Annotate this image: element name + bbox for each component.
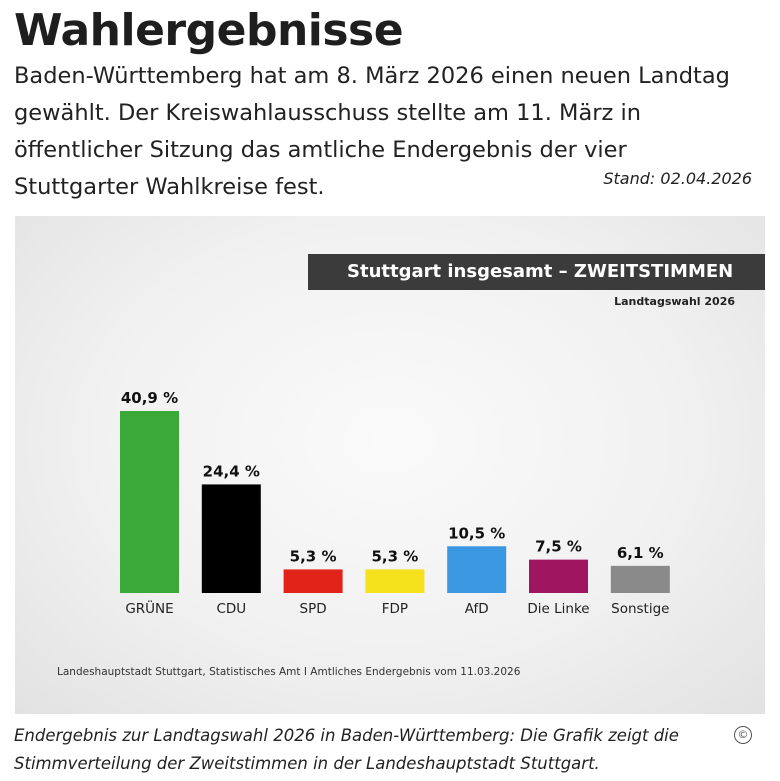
page-title: Wahlergebnisse	[14, 5, 404, 56]
stand-date: Stand: 02.04.2026	[603, 169, 752, 188]
category-label: SPD	[300, 601, 327, 617]
category-label: Sonstige	[611, 601, 669, 617]
bar-chart: 40,9 % GRÜNE 24,4 % CDU 5,3 % SPD 5,3 % FDP 10,5…	[120, 389, 670, 617]
category-label: GRÜNE	[125, 599, 173, 617]
category-label: CDU	[216, 601, 246, 617]
value-label: 10,5 %	[448, 524, 505, 542]
bar-die-linke	[529, 559, 588, 593]
value-label: 5,3 %	[371, 547, 418, 565]
bar-sonstige	[610, 565, 670, 593]
chart-source: Landeshauptstadt Stuttgart, Statistische…	[57, 666, 521, 678]
bar-grüne	[120, 411, 179, 593]
value-label: 6,1 %	[617, 544, 664, 562]
value-label: 40,9 %	[121, 389, 178, 407]
category-label: FDP	[382, 601, 408, 617]
bar-afd	[447, 546, 507, 593]
category-label: Die Linke	[527, 601, 589, 617]
chart-figure: Stuttgart insgesamt – ZWEITSTIMMEN Landt…	[15, 216, 765, 714]
chart-subtitle: Landtagswahl 2026	[614, 295, 735, 308]
category-label: AfD	[465, 601, 489, 617]
copyright-icon[interactable]: ©	[734, 726, 752, 744]
value-label: 7,5 %	[535, 538, 582, 556]
bar-cdu	[201, 484, 261, 593]
bar-spd	[283, 569, 343, 593]
value-label: 24,4 %	[203, 462, 260, 480]
chart-title: Stuttgart insgesamt – ZWEITSTIMMEN	[308, 254, 765, 290]
bar-fdp	[365, 569, 425, 593]
intro-text: Baden-Württemberg hat am 8. März 2026 ei…	[14, 63, 730, 200]
value-label: 5,3 %	[290, 547, 337, 565]
figure-caption: Endergebnis zur Landtagswahl 2026 in Bad…	[14, 726, 679, 773]
